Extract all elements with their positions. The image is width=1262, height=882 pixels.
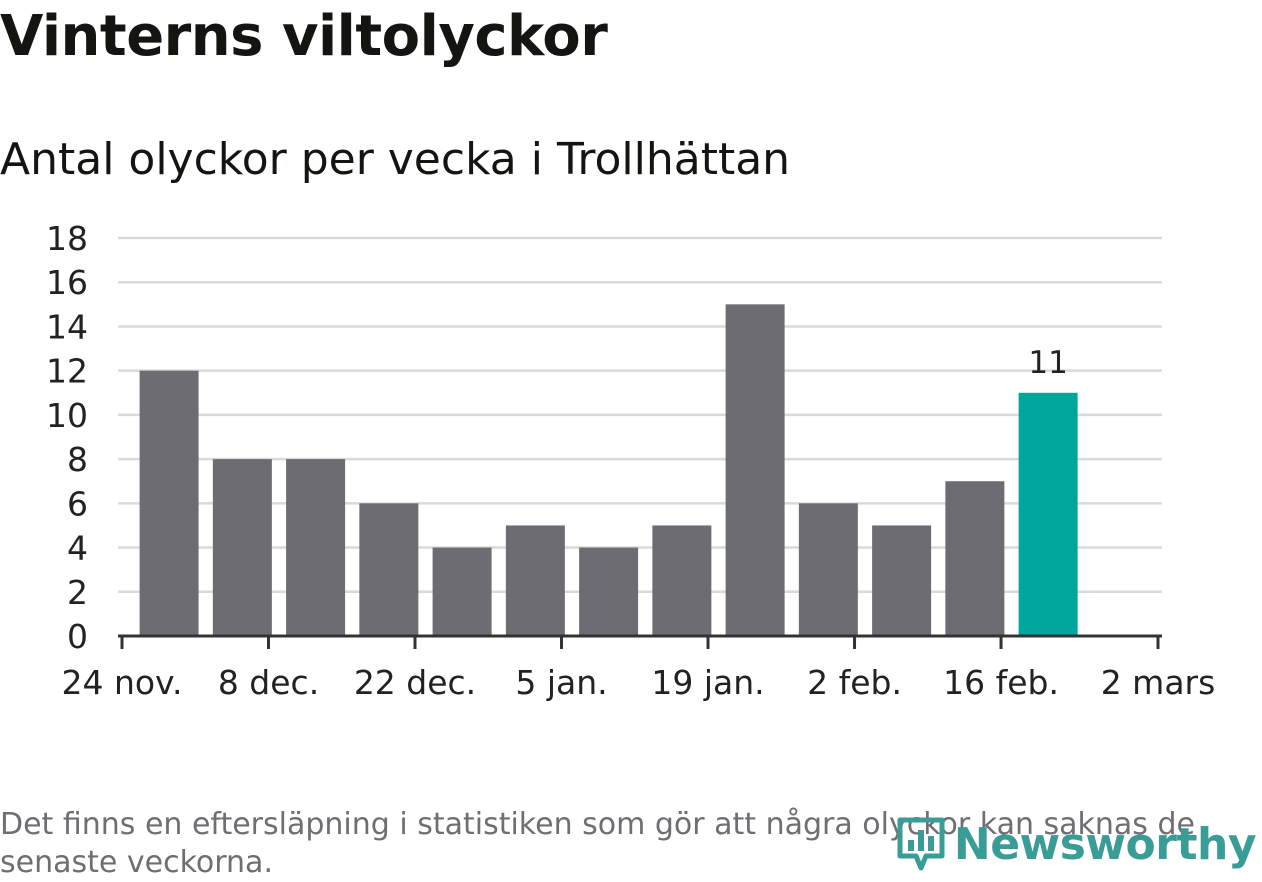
y-tick-label: 0 — [67, 617, 88, 656]
newsworthy-logo: Newsworthy — [896, 816, 1257, 872]
x-tick-label: 5 jan. — [515, 663, 607, 702]
x-tick-label: 16 feb. — [943, 663, 1059, 702]
y-tick-label: 14 — [46, 307, 88, 346]
x-tick-label: 22 dec. — [354, 663, 476, 702]
bar — [139, 370, 199, 636]
x-tick-label: 24 nov. — [61, 663, 182, 702]
bar — [725, 304, 785, 636]
y-tick-label: 4 — [67, 529, 88, 568]
bar — [286, 459, 346, 636]
x-tick-label: 8 dec. — [218, 663, 319, 702]
y-tick-label: 10 — [46, 396, 88, 435]
y-tick-label: 12 — [46, 352, 88, 391]
x-tick-label: 2 mars — [1101, 663, 1216, 702]
bar — [872, 525, 932, 636]
bar — [432, 547, 492, 636]
data-label: 11 — [1028, 345, 1067, 381]
bar — [652, 525, 712, 636]
y-tick-label: 2 — [67, 573, 88, 612]
y-tick-label: 16 — [46, 263, 88, 302]
y-tick-label: 8 — [67, 440, 88, 479]
bar-chart: 0 2 4 6 8 10 12 14 16 18 11 24 nov. 8 dec. 22 dec. 5 j… — [46, 219, 1216, 702]
bar — [579, 547, 639, 636]
y-tick-label: 18 — [46, 219, 88, 258]
brand-name: Newsworthy — [953, 818, 1257, 870]
bar — [505, 525, 565, 636]
bar — [212, 459, 272, 636]
chart-subtitle: Antal olyckor per vecka i Trollhättan — [0, 134, 791, 185]
bar — [945, 481, 1005, 636]
bar — [359, 503, 419, 636]
x-tick-label: 19 jan. — [651, 663, 764, 702]
bar — [798, 503, 858, 636]
bar-chart-pin-icon — [897, 817, 945, 871]
y-tick-label: 6 — [67, 484, 88, 523]
x-tick-label: 2 feb. — [807, 663, 902, 702]
bar-highlight — [1018, 392, 1078, 636]
footnote: Det finns en eftersläpning i statistiken… — [0, 807, 1195, 880]
chart-title: Vinterns viltolyckor — [0, 4, 608, 69]
